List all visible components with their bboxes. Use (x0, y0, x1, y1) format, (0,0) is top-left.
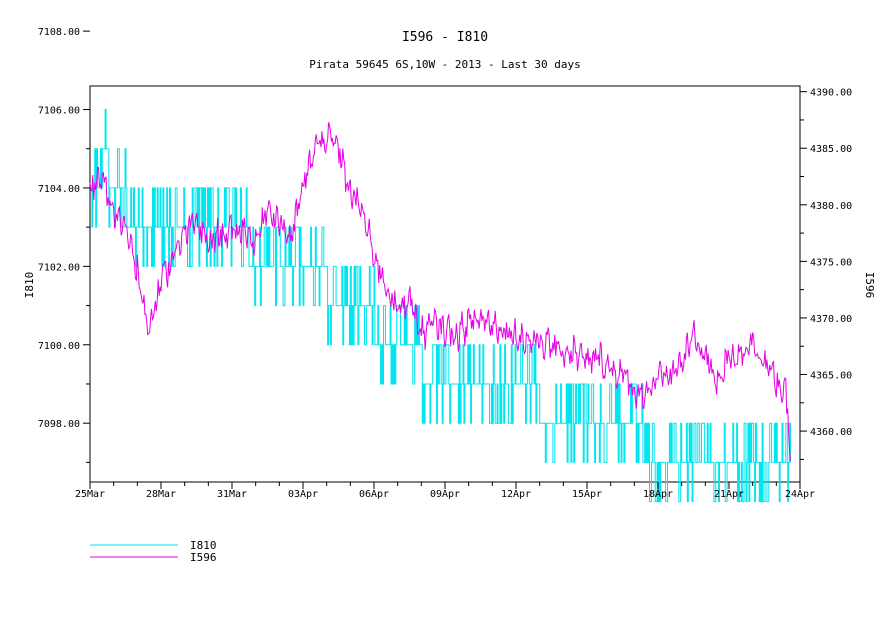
y-left-tick-label: 7098.00 (38, 419, 80, 430)
legend: I810 I596 (90, 539, 217, 564)
legend-label-i810: I810 (190, 539, 217, 552)
x-tick-label: 18Apr (643, 489, 673, 500)
series-line-i810 (90, 109, 791, 503)
y-left-tick-label: 7108.00 (38, 27, 80, 38)
x-tick-label: 09Apr (430, 489, 460, 500)
x-tick-label: 31Mar (217, 489, 247, 500)
chart-title: I596 - I810 (402, 30, 488, 45)
x-tick-label: 15Apr (572, 489, 602, 500)
y-axis-left: 7098.00 7100.00 7102.00 7104.00 7106.00 7108.… (38, 27, 90, 463)
x-tick-label: 21Apr (714, 489, 744, 500)
y-right-tick-label: 4390.00 (810, 88, 852, 99)
y-axis-right-label: I596 (863, 272, 876, 299)
chart-subtitle: Pirata 59645 6S,10W - 2013 - Last 30 day… (309, 58, 581, 71)
y-axis-right: 4360.00 4365.00 4370.00 4375.00 4380.00 4385.… (800, 88, 852, 460)
y-right-tick-label: 4385.00 (810, 144, 852, 155)
x-tick-label: 28Mar (146, 489, 176, 500)
series-line-i596 (89, 122, 791, 461)
legend-label-i596: I596 (190, 551, 217, 564)
y-axis-left-label: I810 (23, 272, 36, 299)
y-left-tick-label: 7106.00 (38, 106, 80, 117)
x-tick-label: 24Apr (785, 489, 815, 500)
y-right-tick-label: 4370.00 (810, 314, 852, 325)
x-tick-label: 06Apr (359, 489, 389, 500)
y-right-tick-label: 4365.00 (810, 371, 852, 382)
y-left-tick-label: 7104.00 (38, 184, 80, 195)
y-right-tick-label: 4380.00 (810, 201, 852, 212)
x-tick-label: 25Mar (75, 489, 105, 500)
y-right-tick-label: 4375.00 (810, 257, 852, 268)
series-layer (89, 109, 791, 503)
x-tick-label: 12Apr (501, 489, 531, 500)
y-right-tick-label: 4360.00 (810, 427, 852, 438)
y-left-tick-label: 7100.00 (38, 341, 80, 352)
plot-frame (89, 85, 801, 483)
x-axis: 25Mar 28Mar 31Mar 03Apr 06Apr 09Apr 12Apr 15Apr… (75, 482, 815, 500)
y-left-tick-label: 7102.00 (38, 262, 80, 273)
x-tick-label: 03Apr (288, 489, 318, 500)
